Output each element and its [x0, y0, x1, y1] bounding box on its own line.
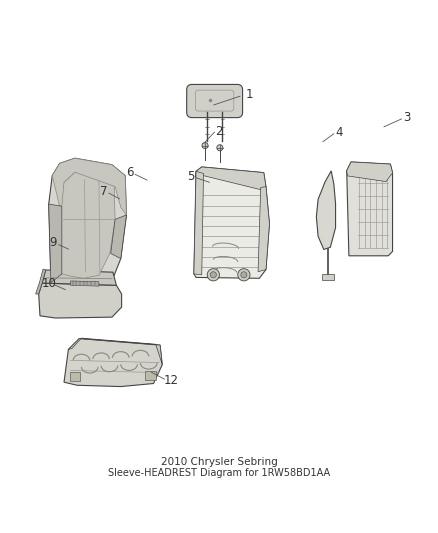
Polygon shape: [64, 338, 162, 386]
Polygon shape: [60, 172, 115, 278]
Polygon shape: [49, 204, 62, 282]
Text: 9: 9: [49, 236, 57, 249]
Ellipse shape: [217, 144, 223, 151]
Text: 5: 5: [187, 170, 194, 183]
Text: 4: 4: [336, 126, 343, 139]
Bar: [145, 372, 155, 380]
Polygon shape: [194, 167, 269, 278]
Text: Sleeve-HEADREST Diagram for 1RW58BD1AA: Sleeve-HEADREST Diagram for 1RW58BD1AA: [108, 467, 330, 478]
Bar: [70, 372, 80, 381]
Text: 1: 1: [246, 87, 253, 101]
Polygon shape: [316, 171, 336, 249]
Polygon shape: [258, 187, 269, 272]
Polygon shape: [111, 215, 127, 259]
Circle shape: [210, 272, 216, 278]
Polygon shape: [39, 283, 122, 318]
Text: 6: 6: [126, 166, 133, 179]
Text: 7: 7: [99, 185, 107, 198]
Polygon shape: [194, 171, 204, 275]
Polygon shape: [49, 158, 127, 288]
Circle shape: [241, 272, 247, 278]
Polygon shape: [68, 338, 162, 365]
Polygon shape: [347, 162, 392, 182]
Polygon shape: [347, 162, 392, 256]
Circle shape: [238, 269, 250, 281]
Ellipse shape: [202, 142, 208, 149]
Polygon shape: [322, 274, 334, 280]
Circle shape: [207, 269, 219, 281]
Text: 2: 2: [215, 125, 223, 138]
Polygon shape: [35, 269, 46, 294]
Polygon shape: [71, 281, 99, 286]
Text: 2010 Chrysler Sebring: 2010 Chrysler Sebring: [161, 457, 277, 467]
Polygon shape: [195, 167, 266, 190]
FancyBboxPatch shape: [187, 84, 243, 118]
Polygon shape: [52, 158, 127, 215]
Polygon shape: [42, 270, 117, 285]
Text: 12: 12: [163, 374, 178, 387]
Text: 10: 10: [41, 277, 56, 289]
Text: 3: 3: [403, 111, 410, 124]
